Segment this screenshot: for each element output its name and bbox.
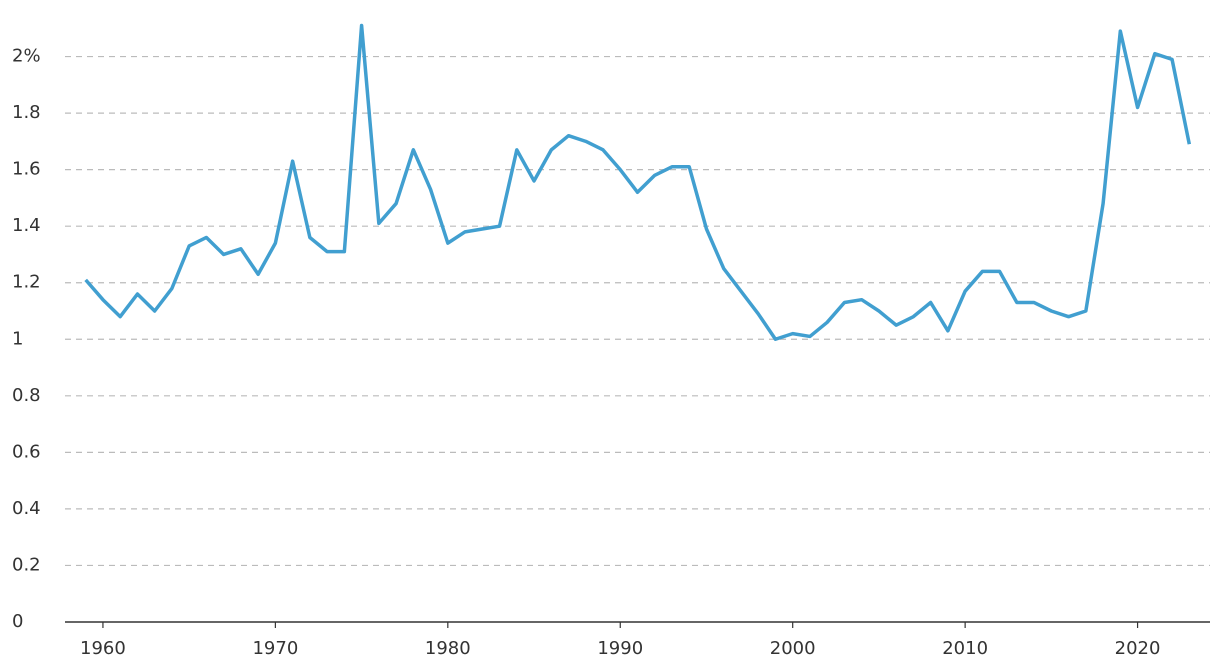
y-tick-label: 2% [12,46,41,67]
y-tick-label: 0.8 [12,385,41,406]
x-tick-label: 1960 [80,638,126,659]
y-tick-label: 1.8 [12,102,41,123]
line-series [84,23,1192,342]
x-tick-label: 2000 [770,638,816,659]
x-tick-label: 1980 [425,638,471,659]
x-tick-label: 2010 [942,638,988,659]
y-tick-label: 1.6 [12,159,41,180]
y-tick-label: 1 [12,328,23,349]
y-tick-label: 0.4 [12,498,41,519]
x-tick-label: 1990 [597,638,643,659]
y-tick-label: 0 [12,611,23,632]
x-tick-label: 2020 [1115,638,1161,659]
y-tick-label: 1.4 [12,215,41,236]
y-tick-label: 0.2 [12,554,41,575]
y-tick-label: 0.6 [12,441,41,462]
x-tick-label: 1970 [252,638,298,659]
y-tick-label: 1.2 [12,272,41,293]
